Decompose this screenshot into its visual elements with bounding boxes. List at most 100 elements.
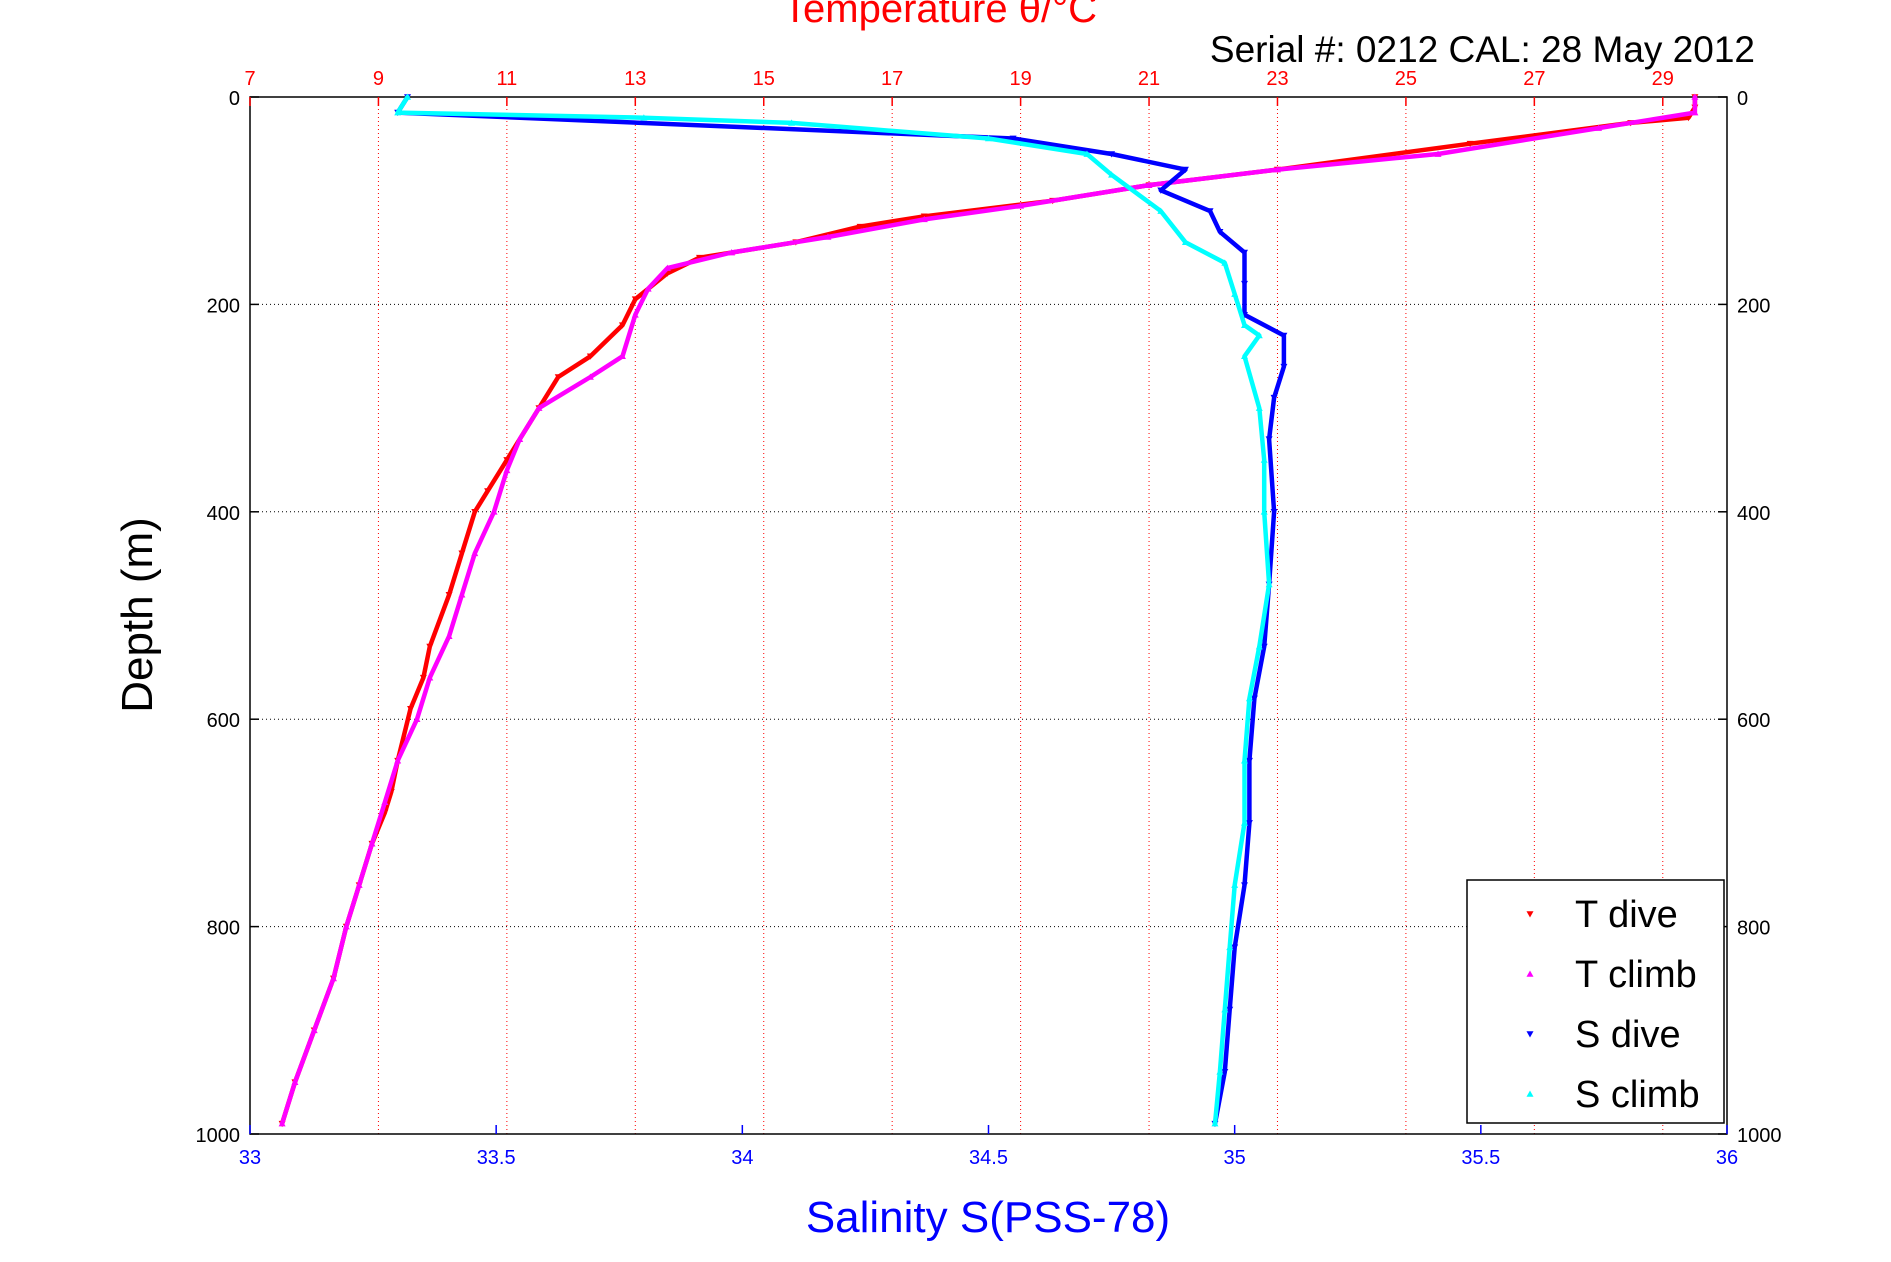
x-top-tick-label: 17 [881, 68, 903, 90]
x-top-tick-label: 15 [753, 68, 775, 90]
data-point [1241, 757, 1249, 764]
x-top-tick-label: 23 [1266, 68, 1288, 90]
series-layer [278, 93, 1699, 1128]
data-point [445, 591, 453, 599]
series-line [395, 94, 1287, 1126]
data-point [458, 591, 466, 598]
legend-label: T climb [1575, 954, 1697, 996]
data-point [1270, 509, 1278, 516]
data-point [1260, 643, 1268, 651]
data-point [1255, 332, 1263, 339]
data-point [1280, 332, 1288, 340]
data-point [788, 119, 796, 126]
data-point [1083, 150, 1091, 157]
data-point [1691, 109, 1699, 116]
data-point [394, 109, 402, 116]
data-point [554, 374, 562, 381]
data-point [278, 1120, 286, 1127]
legend-marker [1526, 1031, 1534, 1038]
data-point [1221, 1068, 1229, 1076]
data-point [1260, 508, 1268, 515]
data-point [1017, 202, 1025, 209]
data-point [490, 508, 498, 515]
data-point [516, 435, 524, 443]
data-point [291, 1078, 299, 1085]
data-point [458, 550, 466, 557]
data-point [535, 404, 543, 411]
data-point [484, 488, 492, 495]
legend: T dive T climb S dive S climb [1466, 879, 1725, 1124]
data-point [1255, 643, 1263, 650]
data-point [1216, 229, 1224, 236]
data-point [1211, 1120, 1219, 1127]
data-point [445, 632, 453, 640]
x-top-tick-label: 9 [373, 68, 384, 90]
data-point [1691, 93, 1699, 100]
legend-box [1466, 879, 1725, 1124]
data-point [381, 798, 389, 805]
x-top-tick-label: 27 [1523, 68, 1545, 90]
data-point [631, 296, 639, 303]
y-tick-label-right: 400 [1737, 503, 1770, 525]
data-point [1241, 819, 1249, 826]
y-tick-label-right: 200 [1737, 295, 1770, 317]
x-top-tick-label: 29 [1652, 68, 1674, 90]
data-point [1145, 181, 1153, 188]
x-bottom-tick-label: 36 [1716, 1147, 1738, 1169]
data-point [1206, 208, 1214, 215]
chart-subtitle: Serial #: 0212 CAL: 28 May 2012 [1210, 29, 1755, 70]
y-tick-label-right: 1000 [1737, 1125, 1782, 1147]
data-point [1250, 695, 1258, 702]
y-tick-label-left: 200 [207, 295, 240, 317]
legend-label: S dive [1575, 1014, 1681, 1056]
data-point [1280, 363, 1288, 371]
data-point [586, 353, 594, 360]
data-point [413, 715, 421, 722]
data-point [728, 249, 736, 256]
x-bottom-tick-label: 34.5 [969, 1147, 1008, 1169]
data-point [1009, 135, 1017, 142]
data-point [1434, 150, 1442, 157]
data-point [1273, 166, 1281, 173]
data-point [471, 509, 479, 516]
y-tick-label-right: 0 [1737, 88, 1748, 110]
data-point [329, 974, 337, 982]
data-point [1231, 881, 1239, 888]
y-tick-label-left: 400 [207, 503, 240, 525]
x-top-tick-label: 11 [496, 68, 517, 90]
data-point [1265, 580, 1273, 588]
data-point [1241, 249, 1249, 257]
x-bottom-tick-label: 34 [731, 1147, 753, 1169]
x-top-tick-label: 21 [1138, 68, 1160, 90]
data-point [1684, 114, 1692, 122]
x-bottom-tick-label: 33.5 [477, 1147, 516, 1169]
data-point [503, 457, 511, 464]
data-point [586, 373, 594, 380]
series-t-climb [278, 93, 1699, 1127]
data-point [985, 134, 992, 142]
data-point [342, 923, 350, 930]
y-tick-label-left: 0 [229, 88, 240, 110]
legend-marker [1526, 911, 1534, 918]
x-top-tick-label: 25 [1395, 68, 1417, 90]
x-axis-label: Salinity S(PSS-78) [806, 1193, 1170, 1242]
data-point [824, 233, 832, 240]
data-point [1216, 1068, 1224, 1075]
data-point [618, 322, 626, 329]
legend-marker [1526, 970, 1534, 977]
data-point [1595, 124, 1603, 131]
y-tick-label-left: 1000 [196, 1125, 241, 1147]
data-point [1265, 436, 1273, 443]
data-point [1157, 187, 1165, 194]
data-point [856, 223, 864, 231]
data-point [1231, 290, 1239, 297]
data-point [1157, 207, 1165, 214]
data-point [644, 285, 652, 292]
data-point [1226, 1006, 1234, 1014]
chart-title: Temperature θ/°C [783, 0, 1097, 31]
legend-marker [1526, 1090, 1534, 1097]
data-point [1108, 151, 1116, 158]
y-tick-label-right: 800 [1737, 918, 1770, 940]
data-point [368, 840, 376, 847]
